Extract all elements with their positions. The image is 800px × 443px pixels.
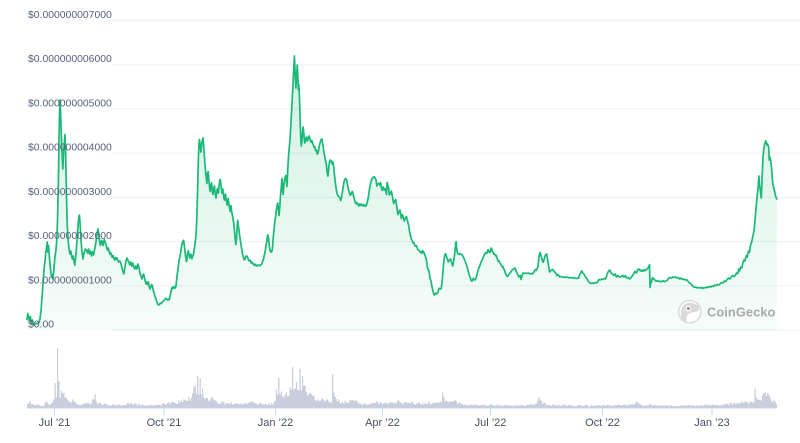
- svg-text:$0.000000007000: $0.000000007000: [28, 10, 112, 21]
- svg-text:CoinGecko: CoinGecko: [707, 304, 776, 319]
- svg-text:Apr ’22: Apr ’22: [365, 417, 400, 429]
- svg-text:$0.000000003000: $0.000000003000: [28, 187, 112, 198]
- svg-text:Oct ’21: Oct ’21: [147, 417, 182, 429]
- svg-text:Jul ’21: Jul ’21: [39, 417, 71, 429]
- svg-text:$0.00: $0.00: [28, 320, 54, 331]
- svg-text:Jan ’23: Jan ’23: [694, 417, 729, 429]
- svg-text:Jul ’22: Jul ’22: [475, 417, 507, 429]
- svg-text:$0.000000006000: $0.000000006000: [28, 54, 112, 65]
- svg-text:$0.000000002000: $0.000000002000: [28, 231, 112, 242]
- svg-text:$0.000000005000: $0.000000005000: [28, 98, 112, 109]
- svg-text:$0.000000001000: $0.000000001000: [28, 275, 112, 286]
- svg-text:$0.000000004000: $0.000000004000: [28, 143, 112, 154]
- svg-text:Jan ’22: Jan ’22: [258, 417, 293, 429]
- svg-text:Oct ’22: Oct ’22: [585, 417, 620, 429]
